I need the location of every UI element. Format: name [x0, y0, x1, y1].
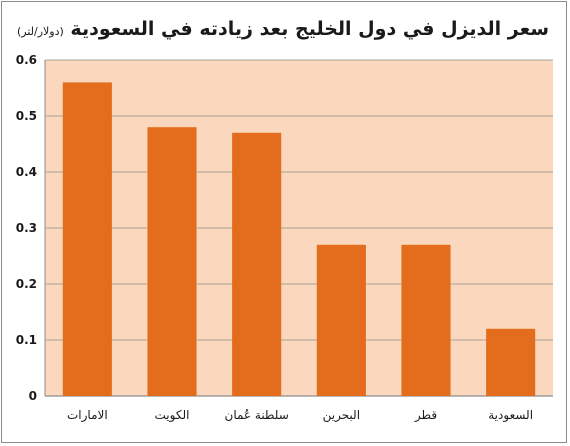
- bars: [62, 82, 536, 397]
- x-category-label: الكويت: [155, 408, 190, 423]
- x-category-label: الامارات: [67, 408, 108, 423]
- bar: [232, 132, 282, 397]
- x-category-label: قطر: [414, 408, 437, 423]
- gridlines: [44, 59, 553, 397]
- chart-title-text: سعر الديزل في دول الخليج بعد زيادته في ا…: [70, 18, 550, 40]
- y-axis-ticks: 0 0.1 0.2 0.3 0.4 0.5 0.6: [16, 53, 37, 403]
- chart-title: سعر الديزل في دول الخليج بعد زيادته في ا…: [0, 18, 566, 40]
- y-tick-label: 0.1: [16, 333, 37, 347]
- y-tick-label: 0.4: [16, 165, 37, 179]
- y-tick-label: 0.5: [16, 109, 37, 123]
- bar: [62, 82, 112, 397]
- chart-unit: (دولار/لتر): [16, 25, 64, 38]
- bar: [316, 244, 366, 396]
- x-category-label: سلطنة عُمان: [225, 408, 289, 422]
- bar: [147, 127, 197, 396]
- y-tick-label: 0.6: [16, 53, 37, 67]
- y-tick-label: 0.3: [16, 221, 37, 235]
- bar: [401, 244, 451, 396]
- y-tick-label: 0: [29, 389, 37, 403]
- x-axis-labels: الامارات الكويت سلطنة عُمان البحرين قطر السعو…: [67, 408, 533, 423]
- x-category-label: البحرين: [323, 408, 360, 423]
- bar: [486, 328, 536, 396]
- y-tick-label: 0.2: [16, 277, 37, 291]
- x-category-label: السعودية: [488, 408, 533, 423]
